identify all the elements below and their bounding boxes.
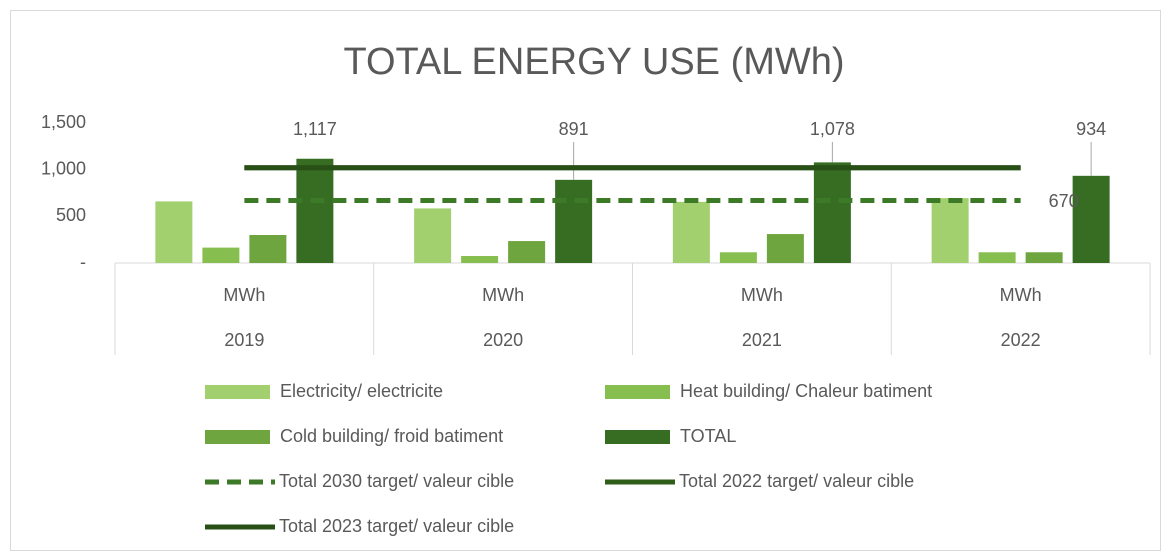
data-label: 670: [1049, 191, 1079, 211]
x-subcategory-label: MWh: [741, 285, 783, 305]
x-subcategory-label: MWh: [223, 285, 265, 305]
bar: [414, 208, 452, 263]
bar: [1025, 252, 1063, 263]
y-tick-label: 1,500: [41, 112, 86, 132]
bar: [461, 256, 499, 263]
chart-title: TOTAL ENERGY USE (MWh): [343, 41, 844, 83]
y-tick-label: 1,000: [41, 158, 86, 178]
x-tick-label: 2021: [742, 330, 782, 350]
legend-label: Electricity/ electricite: [280, 381, 443, 401]
bar: [672, 201, 710, 263]
legend-label: Total 2022 target/ valeur cible: [679, 471, 914, 491]
x-subcategory-label: MWh: [482, 285, 524, 305]
data-label: 891: [559, 119, 589, 139]
bar: [1072, 175, 1110, 263]
data-label: 1,078: [810, 119, 855, 139]
legend-label: TOTAL: [680, 426, 736, 446]
x-tick-label: 2022: [1001, 330, 1041, 350]
bar: [155, 201, 193, 263]
legend-label: Total 2023 target/ valeur cible: [279, 516, 514, 536]
x-subcategory-label: MWh: [1000, 285, 1042, 305]
data-label: 1,117: [293, 119, 337, 139]
legend-label: Heat building/ Chaleur batiment: [680, 381, 932, 401]
bar: [719, 252, 757, 263]
bar: [202, 247, 240, 263]
bar: [766, 234, 804, 263]
bar: [508, 241, 546, 263]
chart-area: [10, 10, 1161, 551]
bar: [296, 158, 334, 263]
bar: [978, 252, 1016, 263]
legend-swatch: [205, 385, 270, 399]
legend-label: Total 2030 target/ valeur cible: [279, 471, 514, 491]
data-label: 934: [1076, 119, 1106, 139]
y-tick-label: 500: [56, 205, 86, 225]
bar: [813, 162, 851, 263]
legend-swatch: [205, 430, 270, 444]
bar: [249, 235, 287, 263]
legend-label: Cold building/ froid batiment: [280, 426, 503, 446]
legend-swatch: [605, 385, 670, 399]
x-tick-label: 2019: [224, 330, 264, 350]
x-tick-label: 2020: [483, 330, 523, 350]
legend-swatch: [605, 430, 670, 444]
bar: [931, 198, 969, 263]
y-tick-label: -: [80, 252, 86, 272]
bar: [555, 179, 593, 263]
